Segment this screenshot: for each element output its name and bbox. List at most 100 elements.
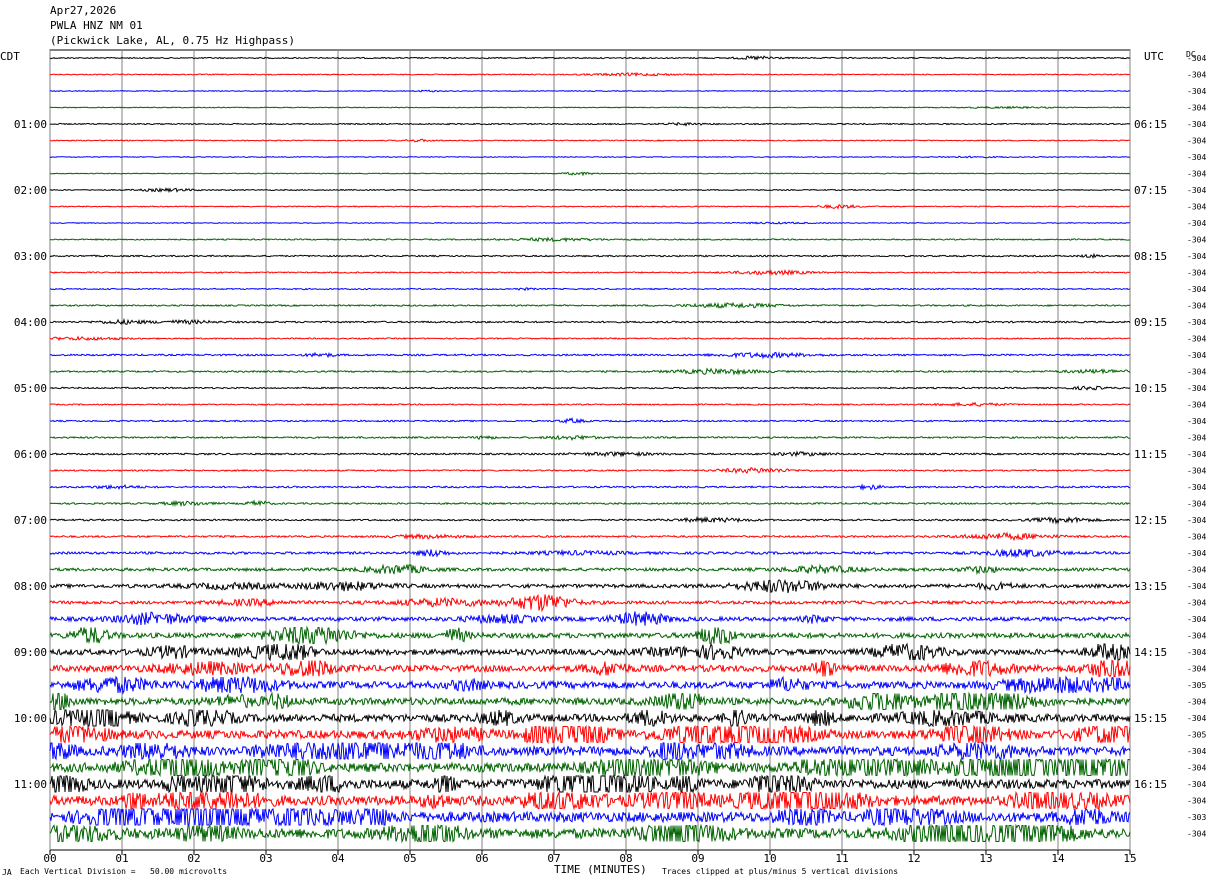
seismic-trace [49, 642, 1131, 662]
dc-offset-label: -304 [1187, 269, 1206, 278]
seismic-trace [49, 450, 1131, 458]
seismic-trace [49, 351, 1131, 360]
utc-hour-label: 16:15 [1134, 778, 1167, 791]
seismic-trace [49, 531, 1131, 542]
utc-hour-label: 12:15 [1134, 514, 1167, 527]
cdt-hour-label: 05:00 [14, 382, 47, 395]
dc-offset-label: -305 [1187, 731, 1206, 740]
dc-offset-label: -304 [1187, 137, 1206, 146]
utc-hour-label: 15:15 [1134, 712, 1167, 725]
seismic-trace [49, 823, 1131, 844]
seismic-trace [49, 724, 1131, 745]
x-tick-label: 13 [979, 852, 992, 865]
dc-offset-label: -304 [1187, 599, 1206, 608]
dc-offset-label: -304 [1187, 780, 1206, 789]
station-location: (Pickwick Lake, AL, 0.75 Hz Highpass) [50, 34, 296, 47]
cdt-hour-label: 07:00 [14, 514, 47, 527]
dc-offset-label: -304 [1187, 648, 1206, 657]
x-tick-label: 05 [403, 852, 416, 865]
cdt-hour-label: 08:00 [14, 580, 47, 593]
seismic-trace [49, 741, 1131, 761]
dc-offset-label: -304 [1187, 747, 1206, 756]
dc-offset-label: -304 [1187, 285, 1206, 294]
dc-offset-label: -304 [1187, 219, 1206, 228]
utc-hour-label: 10:15 [1134, 382, 1167, 395]
seismic-trace [49, 774, 1131, 794]
cdt-hour-label: 03:00 [14, 250, 47, 263]
seismic-trace [49, 121, 1131, 127]
seismic-trace [49, 790, 1131, 811]
seismic-trace [49, 335, 1131, 342]
dc-offset-label: -304 [1187, 318, 1206, 327]
seismic-trace [49, 675, 1131, 695]
cdt-hour-label: 11:00 [14, 778, 47, 791]
dc-offset-label: -304 [1187, 483, 1206, 492]
dc-offset-label: -304 [1187, 632, 1206, 641]
seismic-trace [49, 611, 1131, 626]
seismic-trace [49, 659, 1131, 678]
dc-offset-label: -304 [1187, 764, 1206, 773]
seismic-trace [49, 301, 1131, 310]
dc-offset-label: -304 [1187, 104, 1206, 113]
dc-offset-label: -304 [1187, 153, 1206, 162]
seismic-trace [49, 171, 1131, 177]
seismic-trace [49, 155, 1131, 159]
seismic-trace [49, 72, 1131, 78]
x-tick-label: 06 [475, 852, 488, 865]
utc-hour-label: 14:15 [1134, 646, 1167, 659]
seismic-trace [49, 691, 1131, 712]
dc-offset-label: -304 [1187, 566, 1206, 575]
dc-offset-label: -304 [1187, 665, 1206, 674]
dc-offset-label: -304 [1187, 714, 1206, 723]
seismic-trace [49, 757, 1131, 778]
seismic-trace [49, 483, 1131, 491]
seismic-trace [49, 548, 1131, 559]
dc-offset-label: -304 [1187, 615, 1206, 624]
x-tick-label: 03 [259, 852, 272, 865]
dc-offset-label: -304 [1187, 582, 1206, 591]
dc-offset-label: -303 [1187, 813, 1206, 822]
clip-note: Traces clipped at plus/minus 5 vertical … [662, 867, 899, 876]
dc-offset-label: -304 [1187, 533, 1206, 542]
dc-offset-label: -304 [1187, 450, 1206, 459]
dc-offset-label: -304 [1187, 549, 1206, 558]
seismic-trace [49, 236, 1131, 243]
cdt-hour-label: 09:00 [14, 646, 47, 659]
seismic-trace [49, 625, 1131, 646]
seismic-trace [49, 317, 1131, 325]
seismic-trace [49, 385, 1131, 391]
dc-offset-label: -304 [1187, 120, 1206, 129]
seismic-trace [49, 516, 1131, 525]
dc-offset-label: -304 [1187, 516, 1206, 525]
seismic-trace [49, 138, 1131, 143]
x-tick-label: 09 [691, 852, 704, 865]
dc-offset-label: -304 [1187, 467, 1206, 476]
dc-offset-label: -304 [1187, 54, 1206, 63]
x-tick-label: 12 [907, 852, 920, 865]
seismic-trace [49, 434, 1130, 441]
utc-hour-label: 07:15 [1134, 184, 1167, 197]
dc-offset-label: -304 [1187, 384, 1206, 393]
seismic-trace [50, 417, 1131, 425]
x-tick-label: 04 [331, 852, 345, 865]
plot-date: Apr27,2026 [50, 4, 117, 17]
cdt-hour-label: 04:00 [14, 316, 47, 329]
dc-offset-label: -304 [1187, 351, 1206, 360]
seismic-trace [49, 55, 1131, 61]
dc-offset-label: -304 [1187, 698, 1206, 707]
dc-offset-label: -304 [1187, 830, 1206, 839]
dc-offset-label: -304 [1187, 434, 1206, 443]
dc-offset-label: -304 [1187, 797, 1206, 806]
x-tick-label: 00 [43, 852, 56, 865]
seismic-trace [49, 221, 1131, 225]
dc-offset-label: -304 [1187, 203, 1206, 212]
seismic-trace [49, 594, 1131, 613]
dc-offset-label: -304 [1187, 401, 1206, 410]
x-tick-label: 08 [619, 852, 632, 865]
dc-label: DC [1186, 50, 1196, 59]
dc-offset-label: -304 [1187, 500, 1206, 509]
x-tick-label: 11 [835, 852, 848, 865]
seismic-trace [49, 105, 1131, 110]
seismic-trace [50, 203, 1131, 210]
